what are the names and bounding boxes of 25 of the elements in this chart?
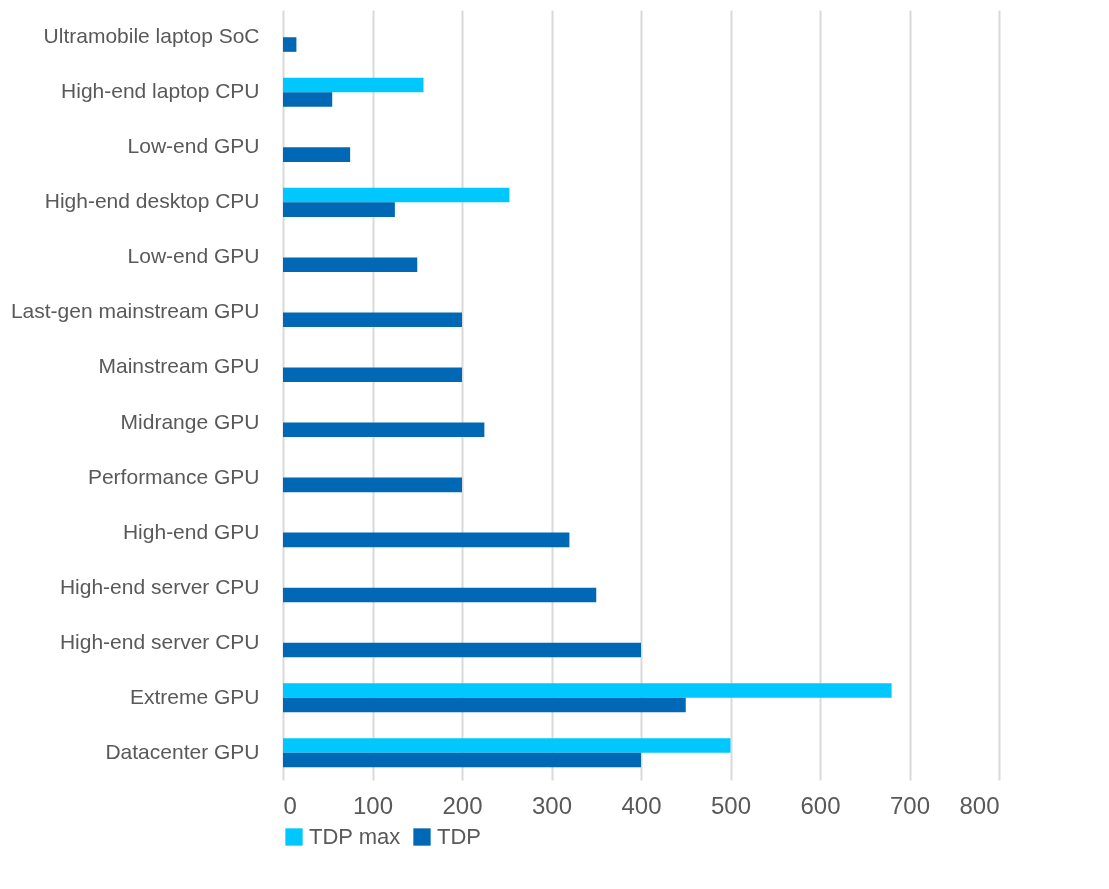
- y-tick-label: High-end server CPU: [59, 629, 260, 653]
- x-tick-label: 200: [442, 791, 483, 819]
- y-tick-label: Extreme GPU: [129, 684, 260, 708]
- legend-label: TDP: [437, 824, 481, 849]
- x-tick-label: 400: [621, 791, 662, 819]
- legend-label: TDP max: [309, 824, 401, 849]
- x-tick-label: 600: [800, 791, 841, 819]
- y-tick-label: Mainstream GPU: [98, 354, 260, 378]
- y-tick-label: Midrange GPU: [120, 409, 260, 433]
- x-tick-label: 0: [283, 791, 297, 819]
- x-tick-label: 100: [352, 791, 394, 819]
- y-tick-label: High-end GPU: [122, 519, 260, 543]
- y-tick-label: High-end server CPU: [59, 574, 260, 598]
- x-tick-label: 700: [889, 791, 931, 819]
- x-tick-label: 800: [959, 791, 1000, 819]
- x-tick-label: 300: [531, 791, 573, 819]
- y-tick-label: Datacenter GPU: [105, 739, 260, 763]
- y-tick-label: High-end laptop CPU: [61, 79, 260, 103]
- y-tick-label: Ultramobile laptop SoC: [43, 24, 260, 48]
- y-tick-label: Low-end GPU: [127, 244, 260, 268]
- x-tick-label: 500: [710, 791, 752, 819]
- y-tick-label: Low-end GPU: [127, 134, 260, 158]
- y-tick-label: Last-gen mainstream GPU: [10, 299, 260, 323]
- y-tick-label: Performance GPU: [87, 464, 260, 488]
- y-tick-label: High-end desktop CPU: [44, 189, 260, 213]
